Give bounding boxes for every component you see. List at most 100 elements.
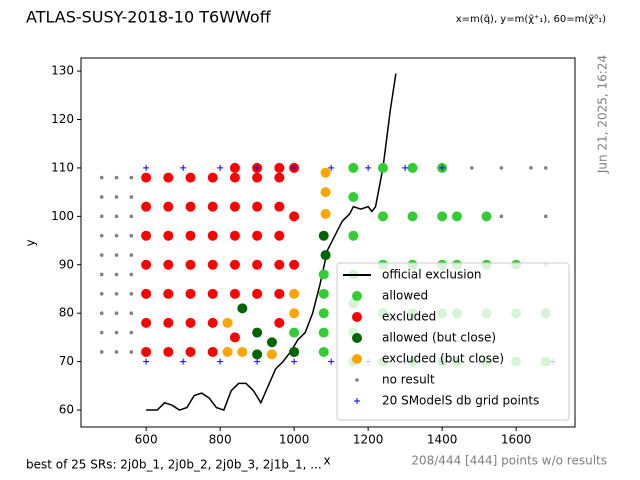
point [129,292,134,296]
point [141,201,152,212]
legend-handle [352,312,362,322]
point [348,230,359,241]
y-tick-label: 60 [59,403,74,417]
point [114,175,119,180]
footnote: best of 25 SRs: 2j0b_1, 2j0b_2, 2j0b_3, … [26,458,322,472]
point [543,214,548,219]
y-tick-label: 130 [51,64,74,78]
point [180,164,187,171]
point [529,166,533,170]
axes-frame [80,57,576,428]
point [402,164,409,171]
point [274,172,285,183]
point [291,164,298,171]
point [320,250,331,261]
point [129,272,134,277]
legend-label: allowed (but close) [382,331,496,345]
point [207,259,218,270]
point [274,317,285,328]
point [185,288,196,299]
point [217,164,224,171]
point [129,233,134,238]
y-tick-label: 100 [51,209,74,223]
point [141,230,152,241]
x-tick-label: 1600 [501,433,532,447]
point [129,253,134,257]
point [377,162,388,173]
legend-handle [355,378,359,382]
y-tick-label: 120 [51,112,74,126]
point [129,330,134,335]
point [237,303,248,314]
point [185,201,196,212]
point [141,317,152,328]
point [289,327,300,338]
point [252,327,263,338]
point [114,253,119,257]
point [499,214,504,219]
point [207,201,218,212]
point [318,269,329,280]
point [129,350,134,354]
point [318,327,329,338]
point [252,172,263,183]
point [252,349,263,360]
point [318,288,329,299]
legend-handle [352,354,362,364]
legend-label: official exclusion [382,268,482,282]
point [114,330,119,335]
point [274,230,285,241]
point [207,230,218,241]
point [318,230,329,241]
point [185,346,196,357]
point [469,166,474,170]
legend-label: allowed [382,289,428,303]
point [114,214,119,219]
point [289,211,300,222]
point [481,211,492,222]
legend-handle [352,333,362,343]
point [185,259,196,270]
point [291,358,298,365]
point [348,162,359,173]
point [222,317,233,328]
point [99,330,104,335]
point [163,201,174,212]
point [180,358,187,365]
point [266,337,277,348]
point [437,211,448,222]
point [99,350,104,354]
x-axis-label: x [323,454,330,468]
y-tick-label: 80 [59,306,74,320]
legend-box [336,262,570,421]
point [274,201,285,212]
footnote: 208/444 [444] points w/o results [411,454,607,468]
point [377,211,388,222]
point [185,230,196,241]
point [207,288,218,299]
point [114,350,119,354]
point [252,230,263,241]
point [407,211,418,222]
legend-handle [352,291,362,301]
point [163,172,174,183]
point [328,164,335,171]
point [207,317,218,328]
point [274,288,285,299]
y-tick-label: 90 [59,257,74,271]
point [99,311,104,316]
point [222,346,233,357]
point [99,272,104,277]
point [129,214,134,219]
point [229,201,240,212]
point [143,358,150,365]
point [320,167,331,178]
point [114,292,119,296]
point [114,233,119,238]
point [499,166,504,170]
y-tick-label: 70 [59,354,74,368]
point [99,292,104,296]
point [318,308,329,319]
point [289,288,300,299]
legend-label: 20 SModelS db grid points [382,394,539,408]
